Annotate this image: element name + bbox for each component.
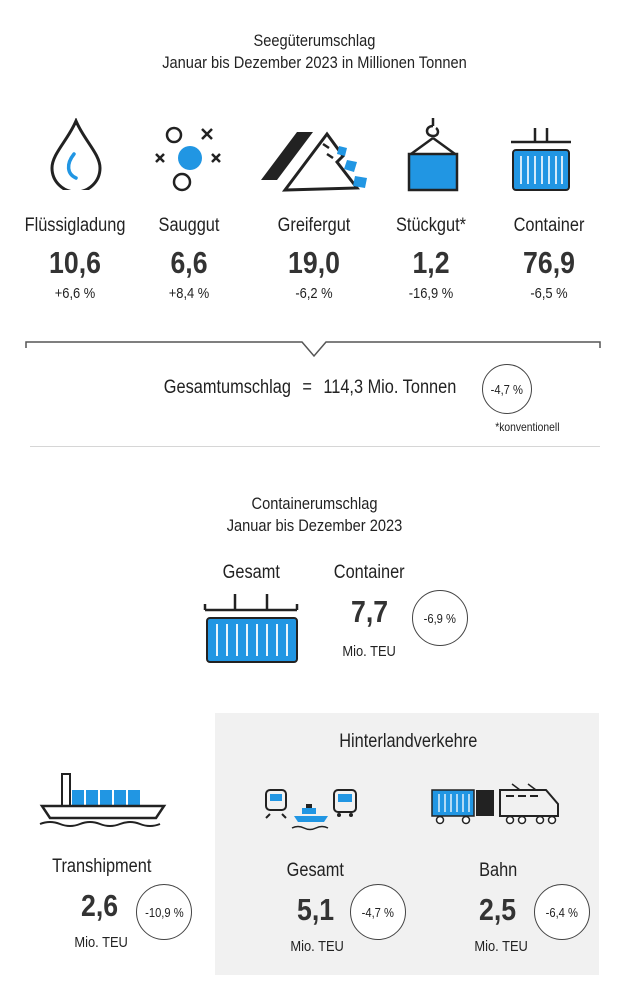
category-value: 6,6 [170,245,208,280]
container-title-line1: Containerumschlag [251,494,378,513]
transhipment-change-badge: -10,9 % [136,884,192,940]
total-value: 114,3 Mio. Tonnen [323,377,457,398]
container-total-value: 7,7 [351,594,389,629]
hinterland-total-label: Gesamt [286,860,344,881]
category-change: +6,6 % [54,285,96,302]
category-container: Container 76,9 -6,5 % [484,215,614,302]
total-change-badge: -4,7 % [482,364,532,414]
rail-unit: Mio. TEU [474,938,528,955]
hinterland-panel [215,713,599,975]
hinterland-title: Hinterlandverkehre [339,731,478,752]
transhipment-label: Transhipment [52,856,152,877]
container-total-label: Gesamt [222,562,280,583]
crane-cargo-icon [407,118,459,192]
bulk-particles-icon [155,126,221,192]
category-value: 76,9 [523,245,575,280]
category-name: Container [513,215,585,236]
hinterland-total-value: 5,1 [297,892,335,927]
category-sauggut: Sauggut 6,6 +8,4 % [124,215,254,302]
container-icon [511,128,571,191]
category-name: Sauggut [158,215,220,236]
seagoods-title-line2: Januar bis Dezember 2023 in Millionen To… [162,53,467,72]
category-change: -6,2 % [295,285,333,302]
section-divider [30,446,600,447]
container-title-line2: Januar bis Dezember 2023 [226,516,403,535]
hinterland-total-change-badge: -4,7 % [350,884,406,940]
ship-icon [39,773,167,827]
total-label: Gesamtumschlag [163,377,291,398]
category-name: Greifergut [277,215,351,236]
container-total-change: -6,9 % [423,610,457,626]
container-title: Containerumschlag Januar bis Dezember 20… [44,493,585,537]
total-change: -4,7 % [490,381,524,397]
rail-value: 2,5 [479,892,517,927]
hinterland-total-change: -4,7 % [361,904,395,920]
rail-freight-icon [431,783,559,825]
category-value: 1,2 [412,245,450,280]
container-total-sublabel: Container [333,562,405,583]
transhipment-unit: Mio. TEU [74,934,128,951]
seagoods-title: Seegüterumschlag Januar bis Dezember 202… [44,30,585,74]
category-stueckgut: Stückgut* 1,2 -16,9 % [366,215,496,302]
total-line: Gesamtumschlag = 114,3 Mio. Tonnen [164,377,456,399]
category-fluessigladung: Flüssigladung 10,6 +6,6 % [10,215,140,302]
sum-bracket-line [25,341,601,358]
transhipment-value: 2,6 [81,888,119,923]
category-name: Stückgut* [396,215,466,236]
bulk-heap-icon [261,131,367,192]
category-name: Flüssigladung [24,215,126,236]
category-change: -6,5 % [530,285,568,302]
footnote: *konventionell [495,420,560,434]
transhipment-change: -10,9 % [144,904,184,920]
rail-change: -6,4 % [545,904,579,920]
category-greifergut: Greifergut 19,0 -6,2 % [249,215,379,302]
category-value: 10,6 [49,245,101,280]
hinterland-total-unit: Mio. TEU [290,938,344,955]
container-total-change-badge: -6,9 % [412,590,468,646]
rail-label: Bahn [479,860,518,881]
total-equals: = [302,377,312,398]
container-total-unit: Mio. TEU [342,643,396,660]
container-total-icon [203,594,299,663]
multimodal-icon [265,789,357,831]
droplet-icon [50,118,102,190]
seagoods-title-line1: Seegüterumschlag [253,31,376,50]
category-change: -16,9 % [408,285,454,302]
category-value: 19,0 [288,245,340,280]
category-change: +8,4 % [168,285,210,302]
rail-change-badge: -6,4 % [534,884,590,940]
